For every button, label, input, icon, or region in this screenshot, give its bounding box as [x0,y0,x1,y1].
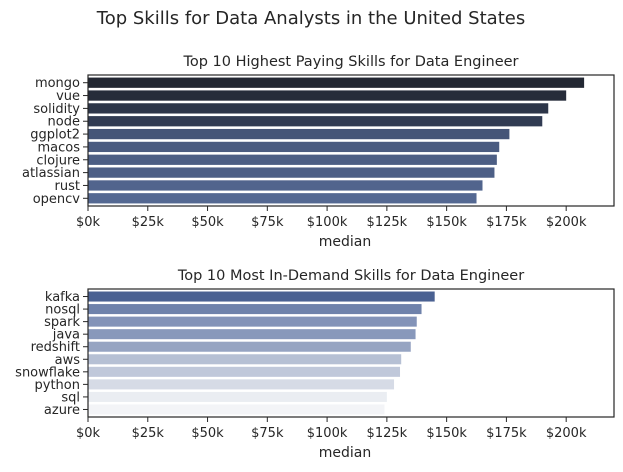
bar-rust [88,180,483,191]
bar-nosql [88,304,422,315]
bar-opencv [88,193,477,204]
x-tick-label: $100k [307,426,348,441]
bar-ggplot2 [88,128,510,140]
x-tick-label: $125k [367,426,408,441]
x-tick-label: $150k [426,426,467,441]
figure-title: Top Skills for Data Analysts in the Unit… [96,8,525,29]
y-tick-label-mongo: mongo [35,76,80,91]
x-tick-label: $175k [486,426,527,441]
y-tick-label-rust: rust [55,179,80,194]
bar-snowflake [88,366,401,377]
y-tick-label-redshift: redshift [31,340,80,355]
x-tick-label: $125k [367,215,408,230]
chart-1: Top 10 Highest Paying Skills for Data En… [22,54,615,250]
y-tick-label-solidity: solidity [33,102,80,117]
x-tick-label: $25k [132,426,165,441]
x-tick-label: $75k [251,426,284,441]
x-axis-label: median [319,234,371,250]
chart-title: Top 10 Most In-Demand Skills for Data En… [177,268,524,284]
bar-atlassian [88,167,495,178]
bar-clojure [88,154,497,165]
y-tick-label-snowflake: snowflake [15,365,80,380]
x-tick-label: $200k [546,215,587,230]
y-tick-label-java: java [52,328,80,343]
y-tick-label-opencv: opencv [33,192,81,207]
x-tick-label: $25k [132,215,165,230]
y-tick-label-macos: macos [37,140,80,155]
plot-frame [87,74,615,207]
bar-mongo [88,77,585,88]
x-tick-label: $50k [191,426,224,441]
y-tick-label-sql: sql [61,390,80,405]
y-tick-label-python: python [35,378,80,393]
y-tick-label-nosql: nosql [45,303,80,318]
bar-sql [88,391,387,402]
bar-kafka [88,291,435,302]
y-tick-label-node: node [48,115,80,130]
x-axis-label: median [319,445,371,461]
bar-vue [88,90,567,101]
chart-2: Top 10 Most In-Demand Skills for Data En… [15,268,615,461]
bar-azure [88,404,385,415]
x-tick-label: $50k [191,215,224,230]
bar-python [88,379,395,390]
x-tick-label: $150k [426,215,467,230]
bar-spark [88,316,417,327]
y-tick-label-azure: azure [44,403,80,418]
bar-solidity [88,103,549,114]
y-tick-label-ggplot2: ggplot2 [30,128,80,143]
y-tick-label-clojure: clojure [36,153,80,168]
bar-redshift [88,341,411,352]
bar-java [88,329,416,340]
x-tick-label: $200k [546,426,587,441]
y-tick-label-vue: vue [56,89,80,104]
plot-frame [87,288,615,418]
x-tick-label: $0k [76,426,101,441]
y-tick-label-aws: aws [55,353,81,368]
x-tick-label: $175k [486,215,527,230]
bar-aws [88,354,402,365]
x-tick-label: $100k [307,215,348,230]
chart-panels: Top 10 Highest Paying Skills for Data En… [15,54,615,461]
chart-title: Top 10 Highest Paying Skills for Data En… [182,54,518,70]
bar-node [88,116,543,127]
x-tick-label: $0k [76,215,101,230]
y-tick-label-kafka: kafka [45,290,80,305]
x-tick-label: $75k [251,215,284,230]
y-tick-label-atlassian: atlassian [22,166,80,181]
bar-macos [88,141,500,153]
y-tick-label-spark: spark [44,315,80,330]
